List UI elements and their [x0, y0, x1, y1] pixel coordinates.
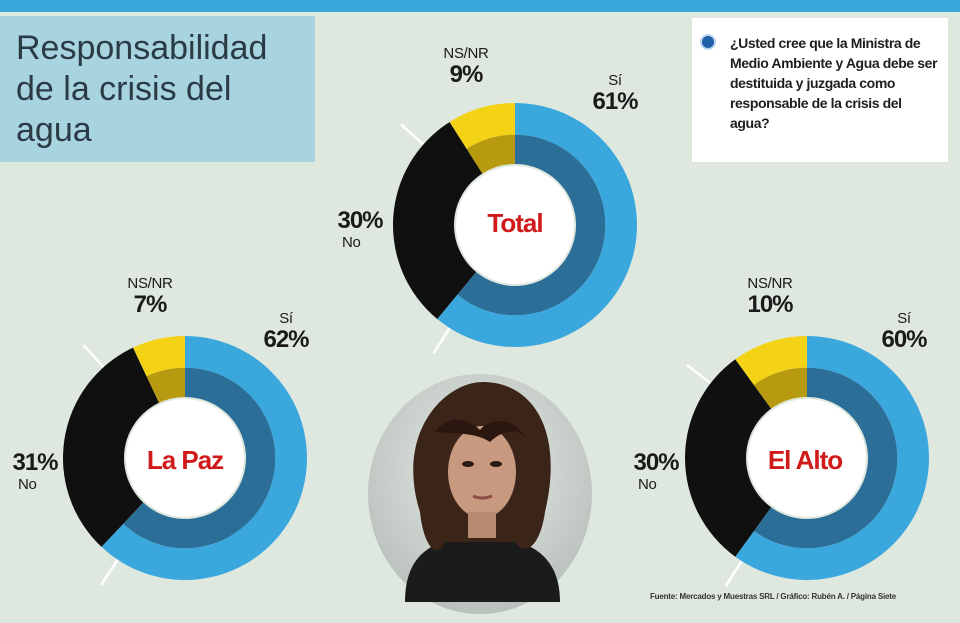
elalto-slice-nsnr: [735, 336, 807, 385]
total-nsnr-name: NS/NR: [443, 45, 489, 62]
elalto-center-title: El Alto: [767, 445, 843, 475]
total-no-value: 30%: [337, 207, 383, 234]
survey-question: ¿Usted cree que la Ministra de Medio Amb…: [730, 35, 938, 131]
lapaz-nsnr-label: NS/NR 7%: [112, 275, 188, 318]
total-slice-si-inner: [457, 134, 606, 316]
total-slice-nsnr: [449, 103, 515, 149]
top-accent-bar: [0, 0, 960, 12]
total-center-title: Total: [487, 208, 543, 238]
minister-portrait: [368, 374, 592, 614]
total-si-name: Sí: [608, 72, 622, 89]
elalto-slice-si: [735, 336, 929, 580]
lapaz-center-hole: [126, 399, 244, 517]
source-note: Fuente: Mercados y Muestras SRL / Gráfic…: [650, 592, 896, 601]
elalto-no-value: 30%: [633, 449, 679, 476]
elalto-no-label: 30% No: [628, 449, 684, 494]
elalto-si-value: 60%: [881, 326, 927, 353]
bullet-icon: [702, 36, 714, 48]
lapaz-no-value: 31%: [12, 449, 58, 476]
lapaz-slice-si-inner: [123, 367, 276, 549]
elalto-slice-si-inner: [753, 367, 898, 549]
lapaz-nsnr-value: 7%: [133, 291, 168, 318]
lapaz-no-name: No: [18, 476, 37, 493]
elalto-nsnr-label: NS/NR 10%: [732, 275, 808, 318]
question-panel: [692, 18, 948, 162]
lapaz-slice-si: [101, 336, 308, 580]
lapaz-slice-nsnr-inner: [146, 367, 185, 403]
lapaz-slice-no: [63, 347, 160, 547]
total-center-hole: [456, 166, 574, 284]
lapaz-nsnr-name: NS/NR: [127, 275, 173, 292]
elalto-no-name: No: [638, 476, 657, 493]
elalto-si-name: Sí: [897, 310, 911, 327]
page-title: Responsabilidad de la crisis del agua: [16, 29, 268, 149]
lapaz-no-label: 31% No: [10, 449, 60, 494]
elalto-nsnr-name: NS/NR: [747, 275, 793, 292]
elalto-slice-nsnr-inner: [753, 367, 807, 409]
total-no-name: No: [342, 234, 361, 251]
lapaz-center-title: La Paz: [146, 445, 224, 475]
total-nsnr-label: NS/NR 9%: [428, 45, 504, 88]
lapaz-si-name: Sí: [279, 310, 293, 327]
total-no-label: 30% No: [332, 207, 388, 252]
lapaz-slice-nsnr: [133, 336, 185, 377]
total-si-label: Sí 61%: [585, 72, 645, 115]
elalto-center-hole: [748, 399, 866, 517]
elalto-nsnr-value: 10%: [747, 291, 793, 318]
elalto-si-label: Sí 60%: [872, 310, 936, 353]
lapaz-si-label: Sí 62%: [256, 310, 316, 353]
total-slice-nsnr-inner: [466, 134, 515, 174]
lapaz-si-value: 62%: [263, 326, 309, 353]
total-si-value: 61%: [592, 88, 638, 115]
total-slice-no: [393, 121, 483, 320]
total-nsnr-value: 9%: [449, 61, 484, 88]
elalto-slice-no: [685, 359, 772, 557]
total-slice-si: [437, 103, 637, 347]
title-panel: [0, 16, 315, 162]
